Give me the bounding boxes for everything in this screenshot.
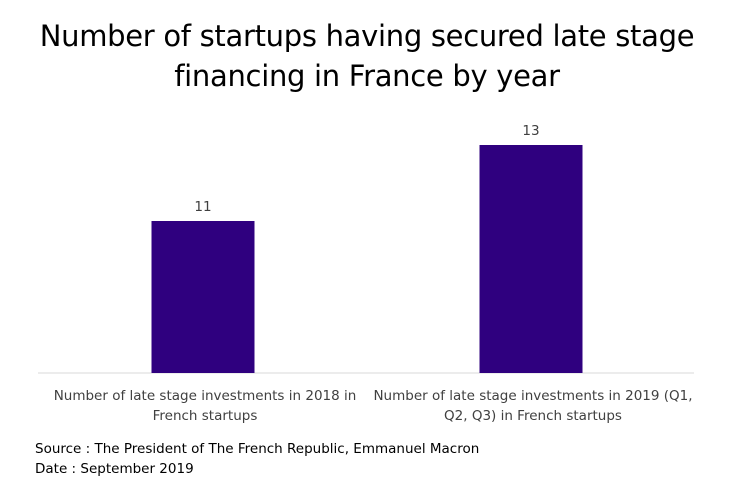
data-label-2: 13 (522, 123, 539, 139)
bars-layer: 11 13 (151, 123, 583, 373)
category-label-2019-line-1: Number of late stage investments in 2019… (373, 388, 693, 404)
date-note: Date : September 2019 (35, 461, 194, 477)
bar-2 (479, 145, 583, 373)
chart-title-line-1: Number of startups having secured late s… (39, 19, 695, 53)
category-label-2018: Number of late stage investments in 2018… (35, 386, 375, 426)
data-label-1: 11 (194, 199, 211, 215)
footer-notes: Source : The President of The French Rep… (35, 439, 479, 479)
category-label-2019-line-2: Q2, Q3) in French startups (444, 408, 622, 424)
chart-title-line-2: financing in France by year (174, 59, 560, 93)
category-label-2018-line-2: French startups (152, 408, 258, 424)
chart-title: Number of startups having secured late s… (0, 16, 734, 96)
source-note: Source : The President of The French Rep… (35, 441, 480, 457)
bar-1 (151, 221, 255, 373)
category-label-2019: Number of late stage investments in 2019… (363, 386, 703, 426)
category-label-2018-line-1: Number of late stage investments in 2018… (53, 388, 357, 404)
